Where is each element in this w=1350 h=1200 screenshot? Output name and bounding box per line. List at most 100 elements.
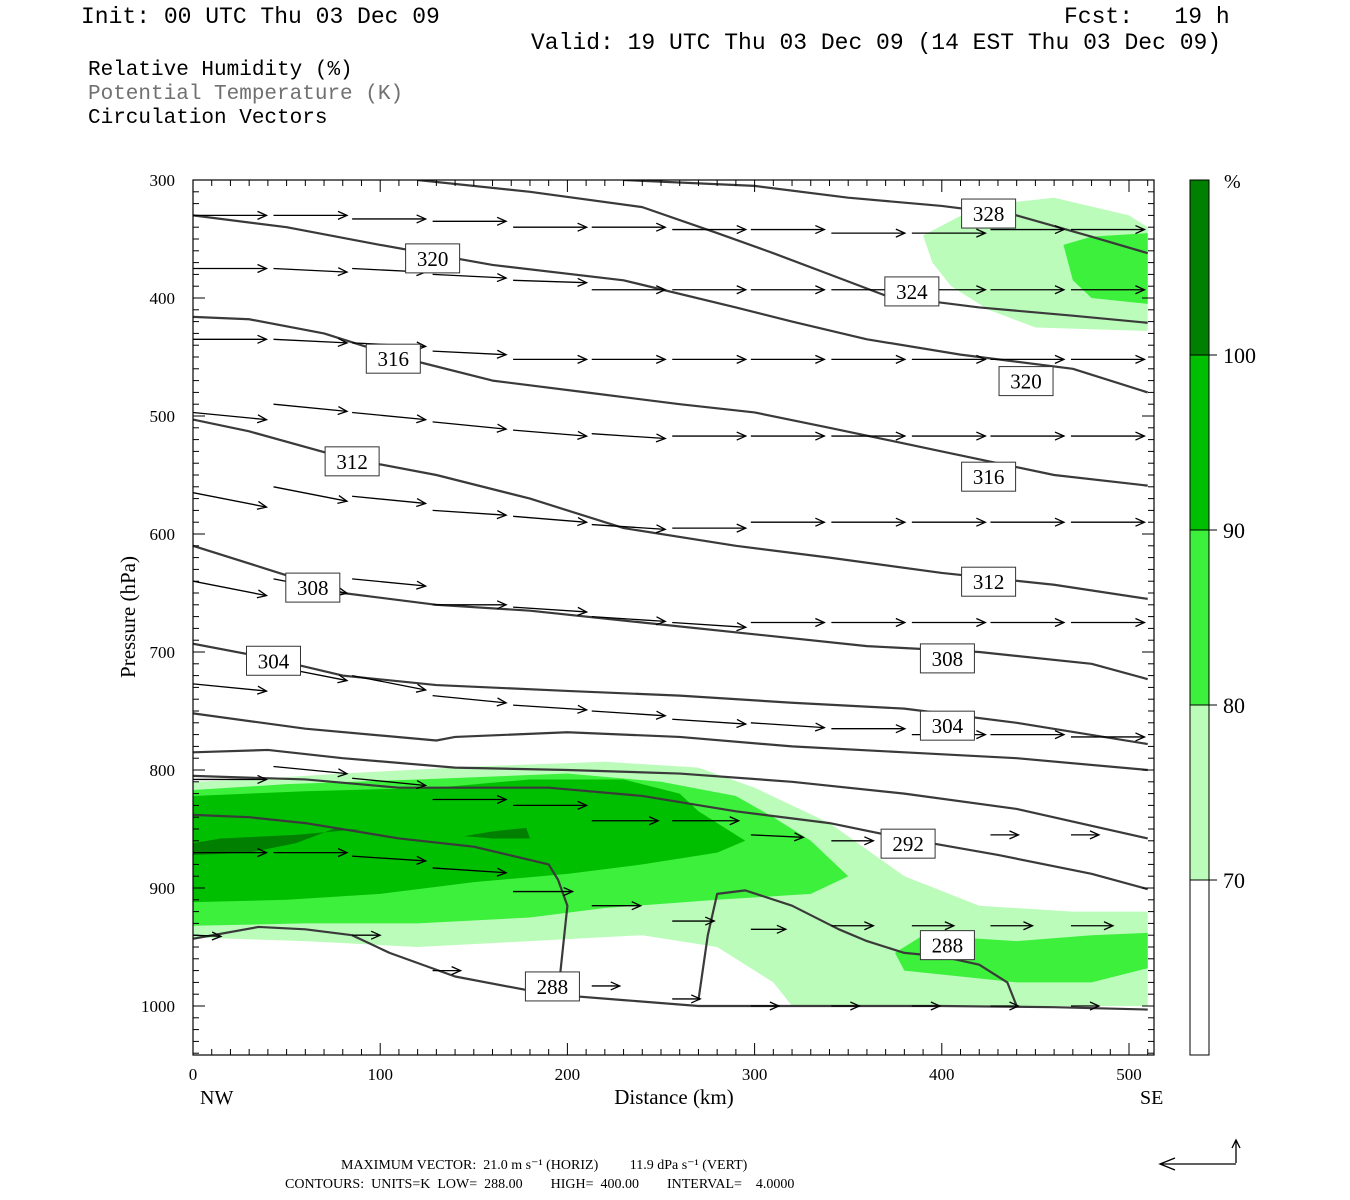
vector-arrow-27: [432, 349, 508, 359]
y-tick-label-400: 400: [150, 289, 176, 308]
valid-time: Valid: 19 UTC Thu 03 Dec 09 (14 EST Thu …: [531, 30, 1222, 56]
vector-arrow-43: [750, 431, 826, 441]
vector-arrow-69: [911, 617, 987, 628]
vector-arrow-53: [591, 523, 667, 534]
colorbar-label-80: 80: [1223, 693, 1245, 718]
vector-arrow-110: [591, 981, 622, 991]
svg-text:308: 308: [932, 647, 964, 671]
vector-arrow-63: [432, 600, 508, 610]
theta-contour-292-2: [193, 813, 569, 995]
field-vectors-label: Circulation Vectors: [88, 107, 328, 130]
vector-arrow-87: [432, 794, 508, 805]
svg-text:288: 288: [537, 975, 569, 999]
rh-shading: [193, 197, 1148, 1006]
y-tick-label-700: 700: [150, 643, 176, 662]
vector-arrow-94: [1070, 830, 1101, 840]
theta-contour-300-5: [193, 712, 1148, 772]
rh-region-90-5: [193, 779, 746, 903]
colorbar-segment-3: [1189, 354, 1210, 531]
vector-arrow-11: [1070, 224, 1147, 235]
svg-text:304: 304: [258, 649, 290, 673]
theta-contour-288-1: [697, 889, 1018, 1007]
svg-text:312: 312: [336, 450, 368, 474]
vector-arrow-37: [273, 403, 349, 416]
vector-arrow-44: [831, 431, 907, 441]
vector-arrow-114: [911, 1001, 942, 1011]
theta-label-328: 328: [961, 198, 1017, 229]
vector-arrow-68: [831, 617, 907, 628]
vector-arrow-102: [750, 924, 788, 934]
vector-arrow-115: [990, 1001, 1021, 1011]
theta-label-308: 308: [919, 643, 975, 674]
vector-arrow-74: [351, 674, 428, 693]
vector-arrow-3: [432, 216, 508, 226]
theta-contour-308-7: [193, 544, 1149, 681]
y-tick-label-300: 300: [150, 171, 176, 190]
theta-contour-296-4: [193, 748, 1148, 840]
vector-arrow-71: [1070, 617, 1147, 628]
max-vector-note: MAXIMUM VECTOR: 21.0 m s⁻¹ (HORIZ) 11.9 …: [341, 1158, 748, 1173]
vector-arrow-100: [591, 901, 643, 911]
vector-arrow-84: [193, 774, 269, 785]
vector-arrow-31: [750, 354, 826, 364]
theta-label-316: 316: [961, 461, 1017, 492]
axis-ticks: 0 100 200 300 400 500 300 400 500 600 700 800 900 100…: [141, 171, 1154, 1084]
rh-region-100-6: [193, 829, 362, 855]
rh-region-100-7: [464, 827, 530, 839]
theta-contour-292-3: [193, 774, 1149, 891]
vector-arrow-75: [432, 695, 508, 707]
y-tick-label-900: 900: [150, 879, 176, 898]
vector-arrow-45: [911, 431, 987, 441]
vector-arrow-42: [672, 431, 748, 441]
vector-arrow-76: [513, 704, 589, 714]
vector-arrow-96: [273, 848, 349, 858]
vector-arrow-60: [193, 580, 269, 599]
vector-arrow-92: [831, 836, 875, 846]
vector-arrow-113: [831, 1001, 861, 1011]
vector-arrow-91: [750, 832, 805, 842]
vector-arrow-17: [591, 285, 667, 295]
theta-label-320: 320: [405, 243, 461, 274]
colorbar-label-100: 100: [1223, 343, 1256, 368]
vector-arrow-98: [432, 867, 508, 877]
init-time: Init: 00 UTC Thu 03 Dec 09: [81, 4, 440, 30]
colorbar-label-70: 70: [1223, 868, 1245, 893]
colorbar-segment-4: [1189, 179, 1210, 356]
vector-arrow-50: [352, 495, 428, 508]
vector-arrow-106: [1070, 921, 1115, 931]
vector-arrow-4: [513, 222, 589, 232]
vector-arrow-105: [990, 921, 1035, 931]
y-tick-label-800: 800: [150, 761, 176, 780]
colorbar-segment-0: [1189, 879, 1210, 1056]
theta-label-316: 316: [365, 343, 421, 374]
theta-label-304: 304: [919, 710, 975, 741]
theta-label-308: 308: [285, 572, 341, 603]
vector-arrow-32: [831, 354, 907, 364]
vector-arrow-41: [591, 433, 667, 443]
vector-arrow-56: [831, 517, 907, 527]
colorbar-segment-1: [1189, 704, 1210, 881]
vector-arrow-54: [672, 523, 748, 533]
vector-arrow-40: [513, 429, 589, 441]
vector-arrow-65: [591, 615, 667, 626]
vector-arrow-29: [591, 354, 667, 364]
vector-arrow-16: [513, 277, 589, 288]
colorbar-label-90: 90: [1223, 518, 1245, 543]
vector-arrow-22: [990, 285, 1066, 295]
theta-label-324: 324: [884, 276, 940, 307]
vector-arrow-62: [352, 578, 428, 590]
vector-arrow-104: [911, 921, 956, 931]
theta-label-320: 320: [998, 366, 1054, 397]
rh-region-80-4: [1063, 233, 1148, 304]
vector-arrow-23: [1070, 285, 1147, 295]
svg-text:304: 304: [932, 714, 964, 738]
svg-text:324: 324: [896, 280, 928, 304]
vector-arrow-0: [193, 210, 269, 220]
vector-arrow-70: [990, 617, 1066, 628]
x-left-end-label: NW: [200, 1087, 233, 1109]
vector-arrow-38: [352, 411, 428, 424]
vector-arrow-35: [1070, 354, 1147, 364]
vector-arrow-99: [513, 886, 575, 897]
y-tick-label-1000: 1000: [141, 997, 175, 1016]
